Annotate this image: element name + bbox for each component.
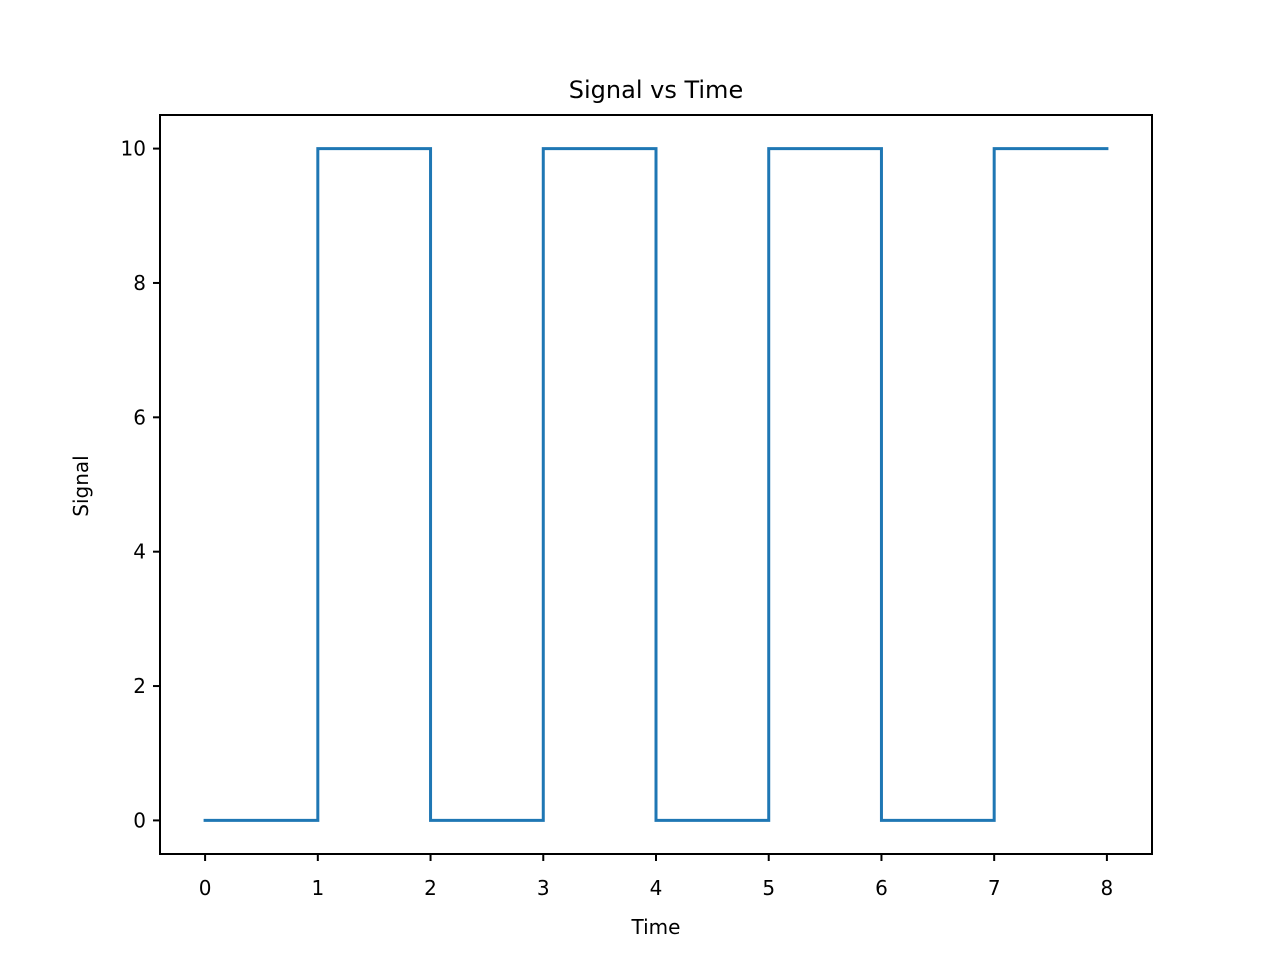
- y-tick-label: 2: [133, 674, 146, 698]
- chart-title: Signal vs Time: [569, 76, 743, 104]
- y-tick-label: 0: [133, 808, 146, 832]
- x-tick-label: 3: [537, 876, 550, 900]
- y-axis-label: Signal: [69, 455, 93, 516]
- x-tick-label: 0: [199, 876, 212, 900]
- y-tick-label: 6: [133, 405, 146, 429]
- y-tick-label: 8: [133, 271, 146, 295]
- x-tick-label: 4: [650, 876, 663, 900]
- x-tick-label: 8: [1101, 876, 1114, 900]
- axes-layer: 0 1 2 3 4 5 6 7 8 0 2 4 6 8 10: [121, 114, 1153, 900]
- x-tick-label: 5: [762, 876, 775, 900]
- plot-layer: [203, 147, 1109, 822]
- x-tick-label: 2: [424, 876, 437, 900]
- x-axis-label: Time: [631, 915, 681, 939]
- x-tick-label: 6: [875, 876, 888, 900]
- x-tick-label: 1: [311, 876, 324, 900]
- y-tick-label: 10: [121, 137, 146, 161]
- x-tick-label: 7: [988, 876, 1001, 900]
- y-tick-label: 4: [133, 540, 146, 564]
- series-line-0: [203, 147, 1109, 822]
